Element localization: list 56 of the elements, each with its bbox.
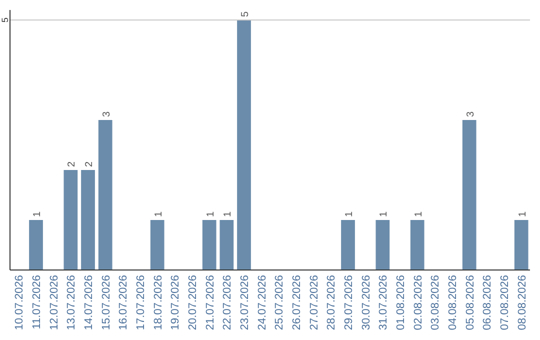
x-tick-label: 15.07.2026 — [100, 275, 112, 330]
data-label: 3 — [465, 111, 476, 117]
bar — [410, 220, 424, 270]
x-tick-label: 24.07.2026 — [256, 275, 268, 330]
x-tick-label: 22.07.2026 — [222, 275, 234, 330]
bar — [376, 220, 390, 270]
x-tick-label: 23.07.2026 — [239, 275, 251, 330]
x-tick-label: 10.07.2026 — [14, 275, 26, 330]
x-tick-label: 05.08.2026 — [464, 275, 476, 330]
bar — [81, 170, 95, 270]
data-label: 2 — [66, 161, 78, 167]
data-label: 2 — [84, 161, 95, 167]
x-tick-label: 26.07.2026 — [291, 275, 303, 330]
data-label: 3 — [101, 111, 112, 117]
bar — [341, 220, 355, 270]
x-tick-label: 11.07.2026 — [31, 275, 43, 330]
x-tick-label: 20.07.2026 — [187, 275, 199, 330]
x-tick-label: 07.08.2026 — [499, 275, 511, 330]
x-tick-label: 03.08.2026 — [430, 275, 442, 330]
x-tick-label: 29.07.2026 — [343, 275, 355, 330]
data-label: 1 — [378, 211, 390, 217]
x-tick-label: 13.07.2026 — [66, 275, 78, 330]
x-tick-label: 14.07.2026 — [83, 275, 95, 330]
x-tick-label: 02.08.2026 — [412, 275, 424, 330]
x-tick-label: 12.07.2026 — [48, 275, 60, 330]
bar — [514, 220, 528, 270]
data-label: 5 — [240, 11, 251, 17]
bar — [29, 220, 43, 270]
bar — [98, 120, 112, 270]
data-label: 1 — [32, 211, 43, 217]
x-tick-label: 01.08.2026 — [395, 275, 407, 330]
x-tick-label: 08.08.2026 — [516, 275, 528, 330]
x-tick-label: 19.07.2026 — [170, 275, 182, 330]
data-label: 1 — [222, 211, 234, 217]
x-tick-label: 18.07.2026 — [152, 275, 164, 330]
x-tick-label: 27.07.2026 — [308, 275, 320, 330]
data-label: 1 — [344, 211, 355, 217]
x-tick-label: 25.07.2026 — [274, 275, 286, 330]
bar — [462, 120, 476, 270]
bar — [220, 220, 234, 270]
bar — [64, 170, 78, 270]
data-label: 1 — [413, 211, 424, 217]
x-tick-label: 04.08.2026 — [447, 275, 459, 330]
bar — [202, 220, 216, 270]
x-tick-label: 16.07.2026 — [118, 275, 130, 330]
bar — [150, 220, 164, 270]
data-label: 1 — [205, 211, 216, 217]
data-label: 1 — [517, 211, 528, 217]
x-tick-label: 30.07.2026 — [360, 275, 372, 330]
bar — [237, 20, 251, 270]
x-tick-label: 31.07.2026 — [378, 275, 390, 330]
x-tick-label: 17.07.2026 — [135, 275, 147, 330]
data-label: 1 — [153, 211, 164, 217]
x-tick-label: 28.07.2026 — [326, 275, 338, 330]
x-tick-label: 21.07.2026 — [204, 275, 216, 330]
x-tick-label: 06.08.2026 — [482, 275, 494, 330]
